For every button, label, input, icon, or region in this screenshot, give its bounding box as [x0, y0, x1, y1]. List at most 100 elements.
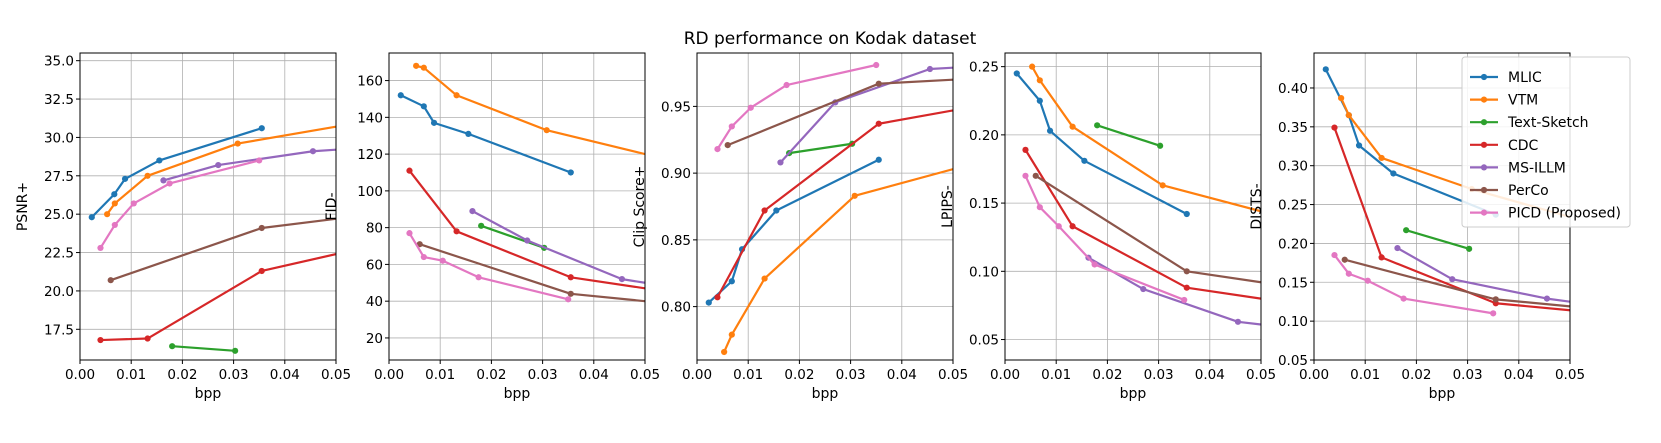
data-point-text-sketch [1157, 142, 1164, 149]
legend-item-ms-illm: MS-ILLM [1470, 160, 1566, 176]
data-point-vtm [453, 92, 460, 99]
data-point-vtm [144, 172, 151, 179]
data-point-cdc [875, 120, 882, 127]
x-tick-label: 0.00 [1299, 367, 1329, 383]
legend-label: VTM [1508, 93, 1538, 109]
y-tick-label: 0.15 [969, 196, 999, 212]
y-axis-label: PSNR+ [15, 182, 31, 231]
plot-frame [1004, 52, 1262, 361]
data-point-text-sketch [232, 347, 239, 354]
data-point-picd-proposed [1364, 277, 1371, 284]
plot-frame [388, 52, 646, 361]
x-tick-label: 0.03 [1453, 367, 1483, 383]
data-point-mlic [397, 92, 404, 99]
data-point-ms-illm [618, 276, 626, 283]
series-line-ms-illm [163, 148, 336, 182]
data-point-perco [107, 277, 114, 284]
legend-swatch-marker [1480, 209, 1488, 216]
legend-label: PerCo [1508, 183, 1549, 199]
legend-swatch-marker [1480, 141, 1488, 148]
series-group [705, 61, 953, 356]
series-line-vtm [415, 64, 645, 156]
data-point-picd-proposed [747, 104, 754, 111]
data-point-vtm [543, 127, 550, 134]
y-tick-label: 20 [366, 331, 383, 347]
data-point-cdc [1069, 223, 1076, 230]
chart-panel-psnr: 0.00 0.01 0.02 0.03 0.04 0.05 17.5 20.0 22.5 25.0… [15, 52, 351, 402]
x-tick-label: 0.00 [990, 367, 1020, 383]
y-tick-label: 0.20 [969, 128, 999, 144]
data-point-perco [875, 80, 882, 87]
data-point-ms-illm [1234, 318, 1242, 325]
legend-label: Text-Sketch [1507, 115, 1589, 131]
x-tick-label: 0.05 [321, 367, 351, 383]
chart-panel-clip-score: 0.00 0.01 0.02 0.03 0.04 0.05 0.80 0.85 0.90 0.95… [632, 52, 968, 402]
figure-title: RD performance on Kodak dataset [684, 29, 977, 49]
x-tick-label: 0.01 [425, 367, 455, 383]
data-point-mlic [111, 191, 118, 198]
legend-item-text-sketch: Text-Sketch [1470, 115, 1589, 131]
y-tick-label: 0.20 [1278, 236, 1308, 252]
data-point-picd-proposed [1345, 270, 1352, 277]
y-tick-label: 17.5 [44, 322, 74, 338]
data-point-picd-proposed [111, 221, 118, 229]
legend-item-picd-proposed: PICD (Proposed) [1470, 206, 1621, 222]
data-point-vtm [721, 348, 728, 356]
series-line-vtm [1031, 66, 1261, 213]
plot-frame [696, 52, 954, 361]
legend-swatch-marker [1480, 119, 1488, 126]
data-point-ms-illm [524, 237, 531, 244]
data-point-mlic [705, 299, 712, 306]
series-group [88, 125, 336, 354]
series-line-picd-proposed [99, 159, 260, 249]
data-point-vtm [761, 275, 768, 282]
data-point-picd-proposed [439, 257, 446, 264]
x-tick-label: 0.05 [1555, 367, 1585, 383]
data-point-vtm [1069, 123, 1076, 130]
series-line-text-sketch [1405, 229, 1470, 250]
series-line-perco [1344, 258, 1570, 308]
data-point-mlic [1322, 66, 1329, 73]
data-point-picd-proposed [565, 296, 572, 303]
legend: MLIC VTM Text-Sketch CDC MS-ILLM PerCo PICD (P… [1461, 56, 1631, 228]
x-tick-label: 0.01 [1350, 367, 1380, 383]
x-axis-label: bpp [1429, 386, 1456, 402]
x-tick-label: 0.05 [938, 367, 968, 383]
data-point-picd-proposed [1036, 204, 1043, 211]
data-point-mlic [1183, 210, 1190, 218]
data-point-mlic [156, 157, 163, 164]
data-point-text-sketch [1466, 245, 1473, 252]
legend-item-vtm: VTM [1470, 93, 1538, 109]
y-tick-label: 120 [357, 147, 383, 163]
x-tick-label: 0.01 [1041, 367, 1071, 383]
data-point-picd-proposed [1490, 310, 1497, 317]
x-axis-label: bpp [504, 386, 531, 402]
data-point-cdc [406, 167, 413, 174]
data-point-cdc [761, 207, 768, 214]
data-point-vtm [1029, 63, 1036, 70]
data-point-cdc [714, 294, 721, 301]
y-tick-label: 0.40 [1278, 81, 1308, 97]
data-point-vtm [1159, 182, 1166, 189]
data-point-mlic [1046, 127, 1054, 134]
data-point-mlic [88, 214, 95, 221]
data-point-ms-illm [1449, 276, 1456, 283]
x-tick-label: 0.03 [1144, 367, 1174, 383]
y-tick-label: 0.85 [661, 233, 691, 249]
data-point-picd-proposed [256, 157, 263, 164]
y-axis-label: Clip Score+ [632, 166, 648, 248]
data-point-mlic [121, 175, 129, 182]
series-line-text-sketch [1096, 124, 1161, 147]
data-point-picd-proposed [1181, 296, 1188, 304]
data-point-picd-proposed [1400, 295, 1407, 302]
series-group [1322, 66, 1570, 317]
series-line-perco [110, 217, 336, 282]
data-point-vtm [851, 192, 858, 199]
x-tick-label: 0.02 [1401, 367, 1431, 383]
data-point-vtm [1338, 94, 1345, 102]
data-point-picd-proposed [728, 123, 735, 130]
data-point-ms-illm [777, 159, 784, 166]
legend-swatch-marker [1480, 186, 1488, 194]
y-tick-label: 0.35 [1278, 120, 1308, 136]
